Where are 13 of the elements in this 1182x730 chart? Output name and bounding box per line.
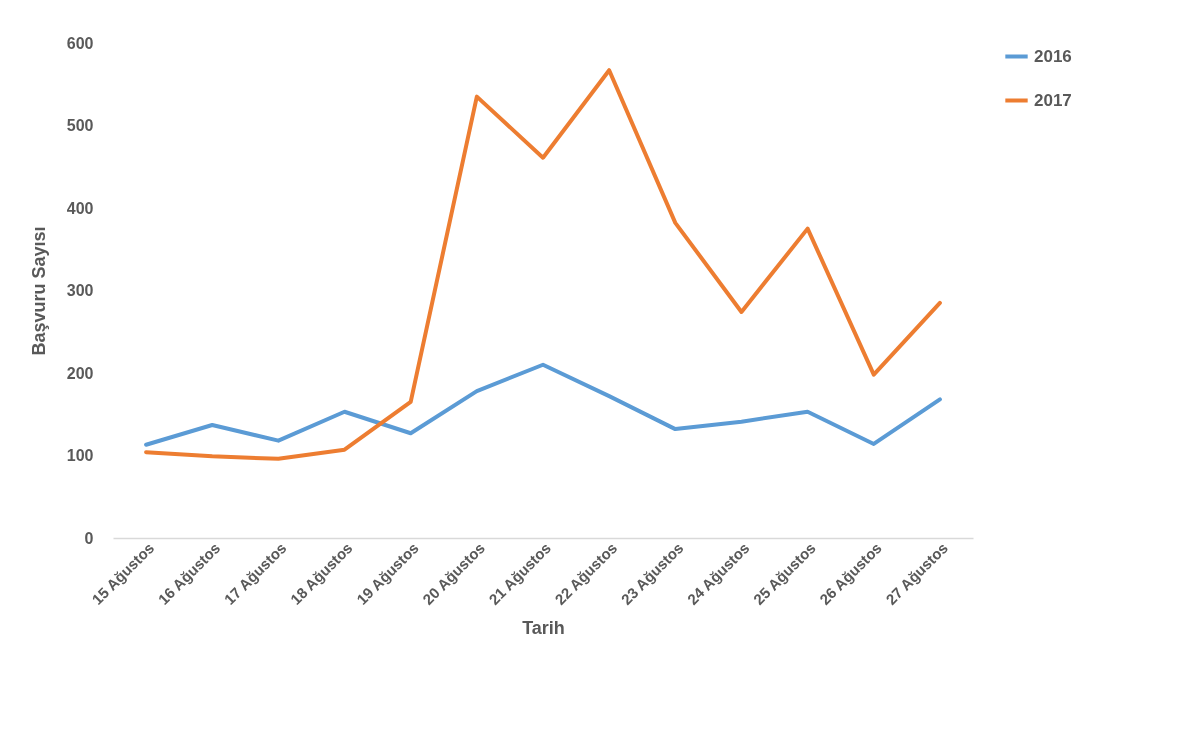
y-tick-label: 400 <box>66 199 94 217</box>
y-tick-label: 0 <box>84 529 94 547</box>
x-axis-title: Tarih <box>522 618 565 639</box>
legend-label: 2017 <box>1034 90 1072 110</box>
y-tick-label: 300 <box>66 282 94 299</box>
y-tick-label: 600 <box>66 34 94 52</box>
y-tick-label: 200 <box>66 364 94 382</box>
y-axis-title: Başvuru Sayısı <box>28 226 49 356</box>
line-series <box>144 68 942 461</box>
line-series <box>144 362 942 447</box>
y-tick-label: 500 <box>66 117 94 134</box>
y-tick-label: 100 <box>66 447 94 464</box>
legend-label: 2016 <box>1034 46 1072 66</box>
